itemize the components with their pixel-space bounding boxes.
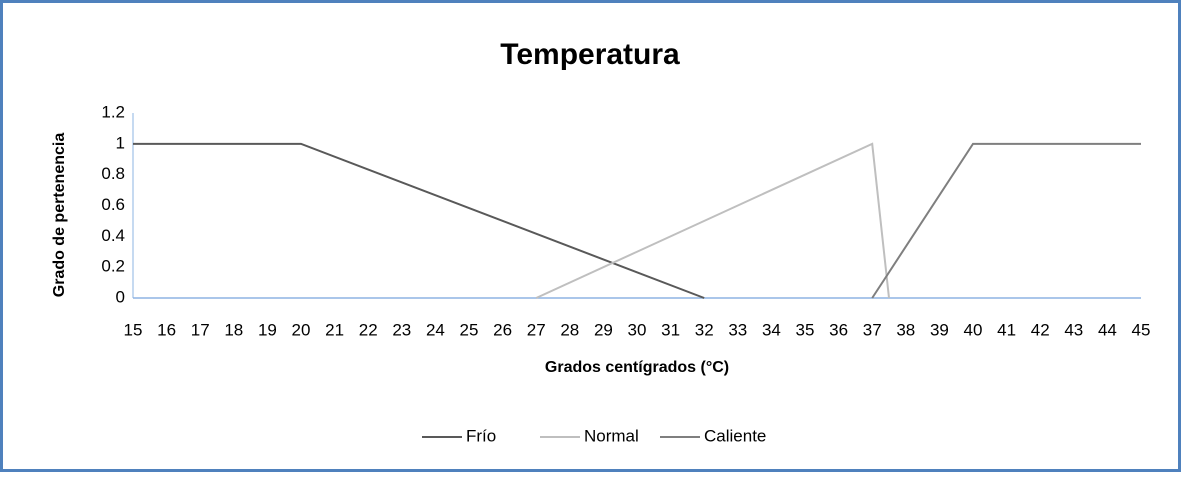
y-tick-label: 0.2 — [101, 257, 125, 276]
x-tick-label: 29 — [594, 320, 613, 339]
x-tick-label: 17 — [191, 320, 210, 339]
y-axis-title: Grado de pertenencia — [51, 133, 68, 298]
y-tick-label: 0.8 — [101, 164, 125, 183]
x-tick-label: 42 — [1031, 320, 1050, 339]
x-tick-label: 38 — [896, 320, 915, 339]
x-tick-label: 41 — [997, 320, 1016, 339]
legend-label: Caliente — [704, 426, 766, 445]
x-tick-label: 36 — [829, 320, 848, 339]
legend-label: Frío — [466, 426, 496, 445]
chart-title: Temperatura — [500, 38, 680, 71]
x-tick-label: 28 — [560, 320, 579, 339]
x-tick-label: 24 — [426, 320, 445, 339]
x-tick-label: 23 — [392, 320, 411, 339]
x-tick-label: 35 — [796, 320, 815, 339]
x-tick-label: 19 — [258, 320, 277, 339]
x-tick-label: 27 — [527, 320, 546, 339]
x-tick-label: 31 — [661, 320, 680, 339]
x-axis-title: Grados centígrados (°C) — [545, 359, 729, 376]
x-tick-label: 43 — [1064, 320, 1083, 339]
x-tick-label: 15 — [124, 320, 143, 339]
line-series — [871, 142, 1141, 299]
x-tick-label: 20 — [292, 320, 311, 339]
legend-label: Normal — [584, 426, 639, 445]
x-tick-label: 18 — [224, 320, 243, 339]
x-tick-label: 39 — [930, 320, 949, 339]
x-tick-label: 34 — [762, 320, 781, 339]
line-series — [535, 142, 890, 299]
x-tick-label: 26 — [493, 320, 512, 339]
y-tick-label: 0.6 — [101, 195, 125, 214]
x-tick-label: 40 — [964, 320, 983, 339]
x-tick-label: 16 — [157, 320, 176, 339]
y-tick-label: 0 — [116, 287, 125, 306]
x-tick-label: 25 — [460, 320, 479, 339]
y-tick-label: 1.2 — [101, 102, 125, 121]
x-tick-label: 44 — [1098, 320, 1117, 339]
x-tick-label: 21 — [325, 320, 344, 339]
y-tick-label: 1 — [116, 133, 125, 152]
x-tick-label: 45 — [1132, 320, 1151, 339]
line-series — [133, 142, 705, 299]
x-tick-label: 30 — [628, 320, 647, 339]
x-tick-label: 33 — [728, 320, 747, 339]
x-tick-label: 37 — [863, 320, 882, 339]
y-tick-label: 0.4 — [101, 226, 125, 245]
x-tick-label: 32 — [695, 320, 714, 339]
x-tick-label: 22 — [359, 320, 378, 339]
